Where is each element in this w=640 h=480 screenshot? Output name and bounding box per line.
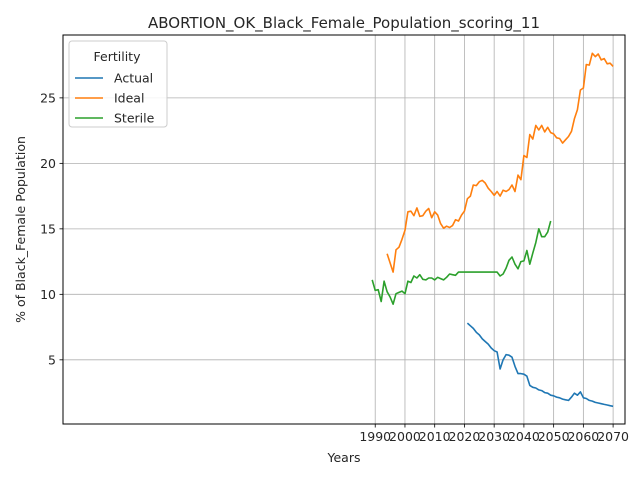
y-axis-title: % of Black_Female Population	[13, 136, 28, 323]
series-line-sterile	[371, 220, 552, 306]
y-tick-label: 20	[40, 156, 56, 171]
x-tick-label: 2040	[508, 429, 540, 444]
x-tick-label: 2020	[449, 429, 481, 444]
y-tick-label: 25	[40, 90, 56, 105]
legend-box	[68, 40, 168, 128]
x-tick-label: 2010	[419, 429, 451, 444]
x-tick-label: 2060	[567, 429, 599, 444]
legend-label-actual: Actual	[114, 71, 153, 86]
y-tick-label: 15	[40, 221, 56, 236]
series-line-ideal	[386, 52, 614, 273]
y-tick-label: 5	[48, 352, 56, 367]
plot-frame	[62, 34, 626, 425]
chart-title: ABORTION_OK_Black_Female_Population_scor…	[148, 14, 540, 33]
series-line-actual	[466, 322, 614, 408]
legend-label-ideal: Ideal	[114, 91, 144, 106]
x-tick-label: 2030	[478, 429, 510, 444]
legend: Fertility Actual Ideal Sterile	[68, 40, 168, 128]
x-tick-label: 2050	[538, 429, 570, 444]
x-axis-title: Years	[327, 450, 361, 465]
legend-title: Fertility	[94, 49, 142, 64]
x-tick-label: 2000	[389, 429, 421, 444]
y-tick-label: 10	[40, 287, 56, 302]
x-tick-label: 2070	[597, 429, 629, 444]
series-lines	[371, 52, 614, 408]
legend-label-sterile: Sterile	[114, 111, 155, 126]
grid-lines	[63, 35, 625, 424]
x-tick-label: 1990	[359, 429, 391, 444]
